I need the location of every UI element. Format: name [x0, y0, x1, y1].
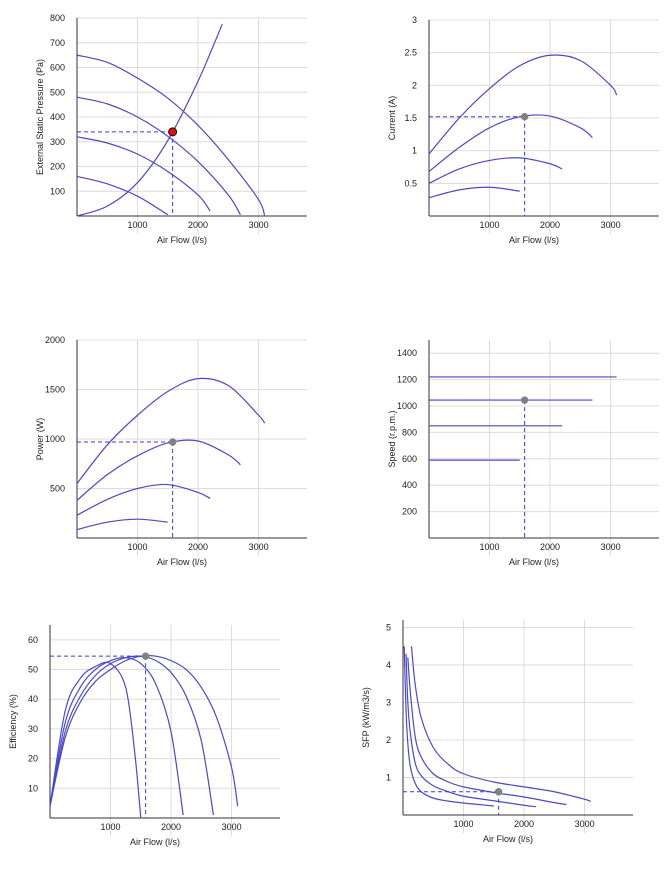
operating-point: [168, 127, 178, 137]
x-tick-label: 1000: [480, 542, 500, 552]
y-tick-label: 2: [412, 80, 417, 90]
y-tick-label: 50: [28, 665, 38, 675]
x-tick-label: 1000: [480, 220, 500, 230]
operating-point: [168, 438, 177, 446]
y-tick-label: 3: [386, 698, 391, 708]
y-tick-label: 20: [28, 754, 38, 764]
x-axis-title: Air Flow (l/s): [130, 837, 180, 847]
y-tick-label: 40: [28, 694, 38, 704]
x-tick-label: 1000: [454, 819, 474, 829]
y-tick-label: 200: [402, 507, 417, 517]
series-line: [407, 657, 567, 806]
series-line: [428, 186, 520, 199]
series-line: [49, 656, 184, 816]
series-line: [49, 655, 239, 807]
y-axis-title: Efficiency (%): [8, 694, 18, 749]
y-tick-label: 1: [412, 146, 417, 156]
y-tick-label: 3: [412, 15, 417, 25]
series-line: [49, 655, 215, 816]
series-line: [428, 157, 563, 184]
y-tick-label: 800: [50, 13, 65, 23]
chart-efficiency: 1000 2000 3000 10 20 30 40 50 60 Air Flow (l/s) Ef…: [8, 625, 280, 847]
operating-point: [141, 652, 150, 660]
y-tick-label: 500: [50, 87, 65, 97]
series-line: [76, 175, 169, 216]
series-line: [49, 661, 142, 819]
y-tick-label: 1000: [397, 401, 417, 411]
x-axis-title: Air Flow (l/s): [509, 235, 559, 245]
series-line: [428, 114, 593, 173]
y-tick-label: 1000: [45, 434, 65, 444]
x-tick-label: 1000: [128, 220, 148, 230]
series-line: [428, 54, 618, 155]
operating-point: [520, 396, 529, 404]
y-tick-label: 600: [402, 454, 417, 464]
y-tick-label: 0.5: [404, 178, 417, 188]
y-tick-label: 60: [28, 635, 38, 645]
x-tick-label: 1000: [128, 542, 148, 552]
x-tick-label: 3000: [249, 542, 269, 552]
y-tick-label: 300: [50, 137, 65, 147]
x-tick-label: 2000: [161, 822, 181, 832]
chart-current: 1000 2000 3000 0.5 1 1.5 2 2.5 3 Air Flow (l/s) Cu…: [387, 15, 659, 245]
series-line: [403, 646, 494, 807]
y-tick-label: 500: [50, 484, 65, 494]
x-tick-label: 2000: [188, 542, 208, 552]
x-tick-label: 2000: [188, 220, 208, 230]
y-axis-title: Power (W): [35, 418, 45, 461]
y-tick-label: 600: [50, 63, 65, 73]
y-tick-label: 200: [50, 162, 65, 172]
y-tick-label: 400: [50, 112, 65, 122]
x-axis-title: Air Flow (l/s): [509, 557, 559, 567]
chart-speed: 1000 2000 3000 200 400 600 800 1000 1200 1400 Air …: [387, 340, 659, 567]
x-tick-label: 2000: [540, 220, 560, 230]
y-axis-title: External Static Pressure (Pa): [35, 59, 45, 175]
x-tick-label: 3000: [601, 542, 621, 552]
x-axis-title: Air Flow (l/s): [483, 834, 533, 844]
y-tick-label: 1500: [45, 385, 65, 395]
y-tick-label: 1400: [397, 348, 417, 358]
x-tick-label: 1000: [101, 822, 121, 832]
x-tick-label: 2000: [514, 819, 534, 829]
y-tick-label: 2000: [45, 335, 65, 345]
y-axis-title: Current (A): [387, 96, 397, 141]
y-tick-label: 2.5: [404, 48, 417, 58]
operating-point: [520, 112, 529, 121]
y-tick-label: 2: [386, 735, 391, 745]
x-tick-label: 3000: [575, 819, 595, 829]
x-tick-label: 2000: [540, 542, 560, 552]
x-tick-label: 3000: [222, 822, 242, 832]
operating-point: [494, 788, 503, 796]
series-line: [76, 518, 168, 531]
y-tick-label: 1: [386, 773, 391, 783]
y-tick-label: 100: [50, 186, 65, 196]
y-tick-label: 4: [386, 660, 391, 670]
x-axis-title: Air Flow (l/s): [157, 235, 207, 245]
y-tick-label: 30: [28, 724, 38, 734]
chart-pressure: 1000 2000 3000 100 200 300 400 500 600 700 800 Air …: [35, 13, 307, 245]
series-line: [76, 54, 266, 217]
y-tick-label: 1.5: [404, 113, 417, 123]
x-tick-label: 3000: [601, 220, 621, 230]
x-tick-label: 3000: [249, 220, 269, 230]
series-line: [76, 136, 211, 212]
series-line: [405, 653, 537, 808]
y-axis-title: Speed (r.p.m.): [387, 410, 397, 467]
series-line: [76, 483, 211, 516]
chart-power: 1000 2000 3000 500 1000 1500 2000 Air Flow (l/s…: [35, 335, 307, 567]
series-line: [76, 377, 266, 484]
y-tick-label: 5: [386, 623, 391, 633]
system-curve: [76, 23, 223, 217]
y-tick-label: 800: [402, 427, 417, 437]
y-axis-title: SFP (kW/m3/s): [361, 687, 371, 748]
y-tick-label: 1200: [397, 375, 417, 385]
series-line: [76, 96, 241, 216]
x-axis-title: Air Flow (l/s): [157, 557, 207, 567]
chart-sfp: 1000 2000 3000 1 2 3 4 5 Air Flow (l/s) SFP (kW/m…: [361, 620, 633, 844]
y-tick-label: 10: [28, 783, 38, 793]
series-line: [410, 646, 591, 803]
y-tick-label: 400: [402, 480, 417, 490]
series-line: [76, 439, 241, 501]
y-tick-label: 700: [50, 38, 65, 48]
